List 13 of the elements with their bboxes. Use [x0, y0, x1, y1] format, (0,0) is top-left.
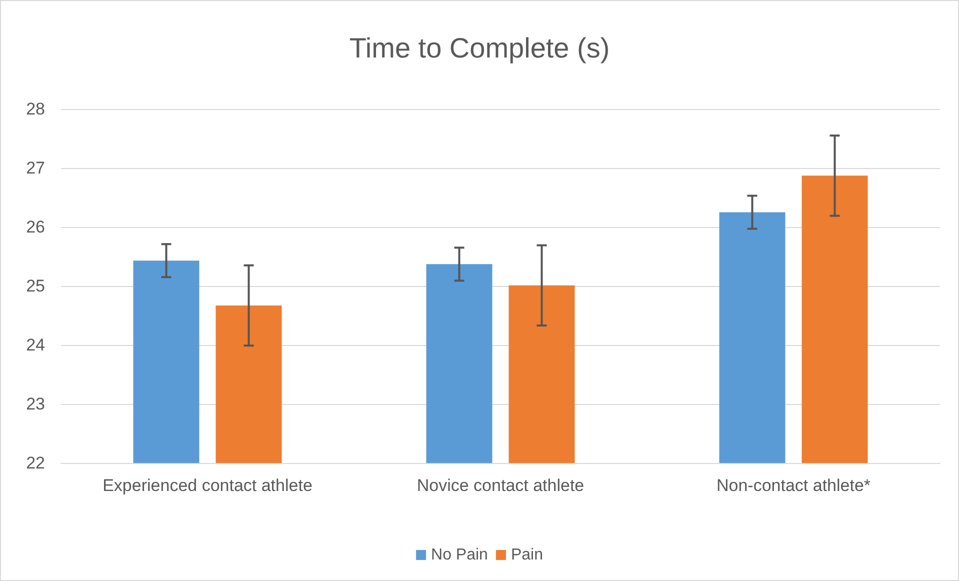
x-tick-label: Experienced contact athlete [102, 476, 312, 495]
x-tick-label: Novice contact athlete [416, 476, 584, 495]
y-tick-label: 26 [26, 218, 45, 236]
x-tick-label: Non-contact athlete* [716, 476, 871, 495]
y-tick-label: 24 [26, 336, 45, 354]
y-tick-label: 22 [26, 454, 45, 472]
legend-label: Pain [510, 546, 543, 564]
y-tick-label: 25 [26, 276, 45, 296]
chart-title: Time to Complete (s) [349, 32, 610, 64]
legend-label: No Pain [431, 546, 488, 564]
y-tick-label: 23 [26, 394, 45, 414]
y-tick-label: 28 [26, 100, 45, 118]
y-tick-label: 27 [26, 158, 45, 178]
